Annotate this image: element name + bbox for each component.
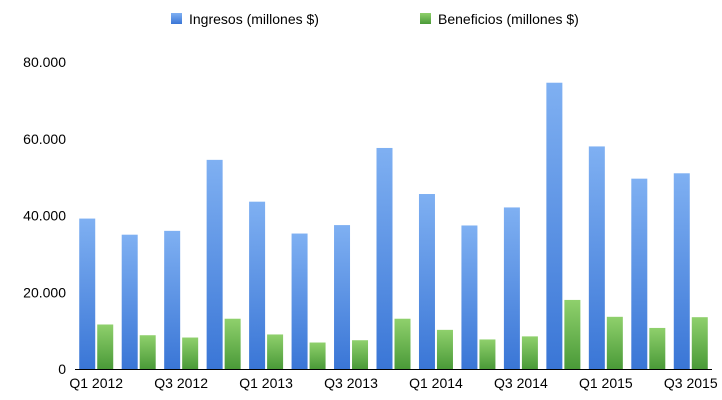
legend-label-ingresos: Ingresos (millones $) (189, 11, 319, 27)
bar-beneficios (521, 336, 538, 369)
bar-ingresos (631, 178, 648, 369)
bar-ingresos (546, 82, 563, 369)
x-tick-label: Q1 2013 (239, 375, 293, 391)
bar-beneficios (267, 334, 284, 369)
legend-swatch-ingresos (171, 13, 182, 24)
bar-ingresos (291, 233, 308, 369)
bar-ingresos (79, 218, 96, 369)
bar-beneficios (691, 317, 708, 369)
bar-beneficios (352, 340, 369, 369)
bar-ingresos (164, 230, 181, 369)
bar-ingresos (376, 147, 393, 369)
bar-ingresos (206, 159, 223, 369)
bar-ingresos (121, 234, 138, 369)
x-tick-label: Q3 2015 (664, 375, 718, 391)
bar-beneficios (606, 316, 623, 369)
y-tick-label: 80.000 (23, 54, 66, 70)
x-tick-label: Q1 2012 (69, 375, 123, 391)
bar-ingresos (334, 225, 351, 369)
bars (79, 82, 708, 369)
bar-beneficios (564, 299, 581, 369)
y-axis: 0 20.000 40.000 60.000 80.000 (23, 54, 66, 377)
bar-ingresos (588, 146, 605, 369)
x-tick-label: Q3 2012 (154, 375, 208, 391)
legend-swatch-beneficios (420, 13, 431, 24)
bar-ingresos (418, 194, 435, 369)
x-tick-label: Q1 2015 (579, 375, 633, 391)
bar-ingresos (673, 173, 690, 369)
bar-beneficios (139, 335, 156, 369)
y-tick-label: 40.000 (23, 208, 66, 224)
bar-ingresos (503, 207, 520, 369)
bar-beneficios (182, 337, 199, 369)
bar-beneficios (97, 324, 114, 369)
bar-ingresos (249, 201, 266, 369)
bar-beneficios (394, 318, 411, 369)
x-tick-label: Q3 2013 (324, 375, 378, 391)
bar-beneficios (436, 329, 453, 369)
bar-beneficios (309, 342, 326, 369)
x-tick-label: Q3 2014 (494, 375, 548, 391)
y-tick-label: 0 (58, 361, 66, 377)
bar-beneficios (479, 339, 496, 369)
legend: Ingresos (millones $) Beneficios (millon… (171, 11, 579, 27)
bar-ingresos (461, 225, 478, 369)
y-tick-label: 60.000 (23, 131, 66, 147)
x-tick-label: Q1 2014 (409, 375, 463, 391)
bar-beneficios (649, 327, 666, 369)
legend-label-beneficios: Beneficios (millones $) (438, 11, 579, 27)
y-tick-label: 20.000 (23, 284, 66, 300)
x-axis: Q1 2012 Q3 2012 Q1 2013 Q3 2013 Q1 2014 Q3 20… (69, 369, 718, 391)
bar-beneficios (224, 318, 241, 369)
